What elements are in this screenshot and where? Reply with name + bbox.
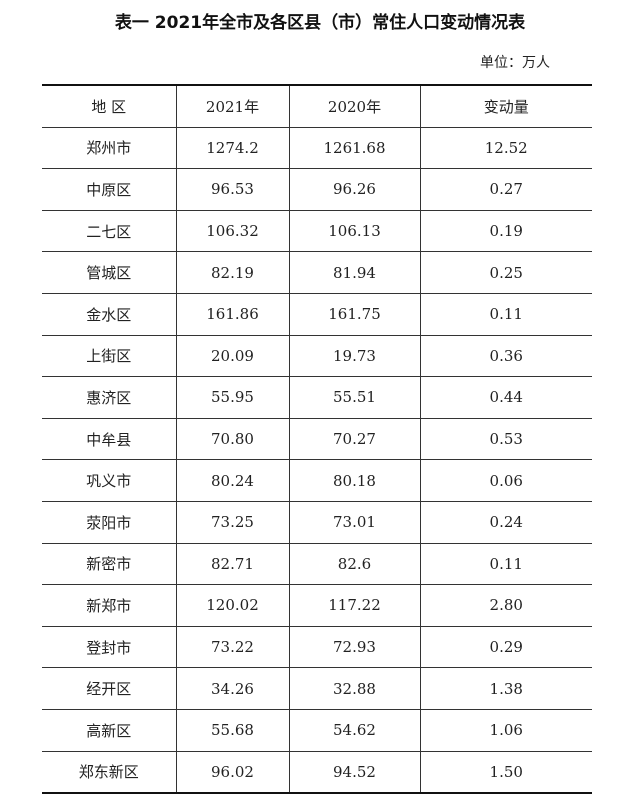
change-cell: 2.80 (419, 584, 592, 627)
table-row: 中牟县 70.80 70.27 0.53 (42, 418, 592, 461)
value-2021-cell: 34.26 (175, 667, 289, 710)
value-2020-cell: 94.52 (288, 751, 420, 794)
table-row: 金水区 161.86 161.75 0.11 (42, 293, 592, 336)
value-2021-cell: 82.71 (175, 543, 289, 586)
change-cell: 0.25 (419, 251, 592, 294)
change-cell: 1.06 (419, 709, 592, 752)
table-row: 郑东新区 96.02 94.52 1.50 (42, 751, 592, 794)
change-cell: 0.29 (419, 626, 592, 669)
value-2021-cell: 70.80 (175, 418, 289, 461)
table-row: 管城区 82.19 81.94 0.25 (42, 251, 592, 294)
value-2021-cell: 106.32 (175, 210, 289, 253)
region-cell: 巩义市 (42, 459, 176, 502)
value-2020-cell: 19.73 (288, 335, 420, 378)
table-row: 惠济区 55.95 55.51 0.44 (42, 376, 592, 419)
value-2020-cell: 117.22 (288, 584, 420, 627)
table-row: 荥阳市 73.25 73.01 0.24 (42, 501, 592, 544)
change-cell: 0.11 (419, 543, 592, 586)
value-2020-cell: 73.01 (288, 501, 420, 544)
population-table: 地 区 2021年 2020年 变动量 郑州市 1274.2 1261.68 12.5… (42, 84, 592, 795)
page-title: 表一 2021年全市及各区县（市）常住人口变动情况表 (114, 13, 526, 33)
change-cell: 12.52 (419, 127, 592, 170)
value-2021-cell: 82.19 (175, 251, 289, 294)
table-row: 郑州市 1274.2 1261.68 12.52 (42, 127, 592, 170)
region-cell: 中原区 (42, 168, 176, 211)
value-2020-cell: 32.88 (288, 667, 420, 710)
value-2021-cell: 80.24 (175, 459, 289, 502)
column-header: 变动量 (419, 85, 592, 128)
value-2020-cell: 54.62 (288, 709, 420, 752)
value-2020-cell: 161.75 (288, 293, 420, 336)
value-2020-cell: 81.94 (288, 251, 420, 294)
value-2021-cell: 73.25 (175, 501, 289, 544)
column-header: 2020年 (288, 85, 420, 128)
region-cell: 管城区 (42, 251, 176, 294)
change-cell: 1.50 (419, 751, 592, 794)
table-row: 中原区 96.53 96.26 0.27 (42, 168, 592, 211)
change-cell: 0.36 (419, 335, 592, 378)
value-2020-cell: 72.93 (288, 626, 420, 669)
region-cell: 惠济区 (42, 376, 176, 419)
value-2020-cell: 106.13 (288, 210, 420, 253)
value-2020-cell: 82.6 (288, 543, 420, 586)
table-row: 二七区 106.32 106.13 0.19 (42, 210, 592, 253)
region-cell: 郑州市 (42, 127, 176, 170)
value-2020-cell: 96.26 (288, 168, 420, 211)
region-cell: 荥阳市 (42, 501, 176, 544)
value-2021-cell: 161.86 (175, 293, 289, 336)
value-2021-cell: 96.53 (175, 168, 289, 211)
region-cell: 新密市 (42, 543, 176, 586)
change-cell: 0.06 (419, 459, 592, 502)
change-cell: 0.53 (419, 418, 592, 461)
table-row: 高新区 55.68 54.62 1.06 (42, 709, 592, 752)
value-2020-cell: 70.27 (288, 418, 420, 461)
value-2021-cell: 73.22 (175, 626, 289, 669)
value-2021-cell: 20.09 (175, 335, 289, 378)
change-cell: 0.19 (419, 210, 592, 253)
change-cell: 1.38 (419, 667, 592, 710)
value-2021-cell: 55.68 (175, 709, 289, 752)
region-cell: 上街区 (42, 335, 176, 378)
value-2020-cell: 55.51 (288, 376, 420, 419)
change-cell: 0.24 (419, 501, 592, 544)
value-2020-cell: 80.18 (288, 459, 420, 502)
unit-label: 单位：万人 (480, 55, 550, 71)
value-2020-cell: 1261.68 (288, 127, 420, 170)
table-row: 巩义市 80.24 80.18 0.06 (42, 459, 592, 502)
region-cell: 经开区 (42, 667, 176, 710)
column-header: 2021年 (175, 85, 289, 128)
table-row: 新密市 82.71 82.6 0.11 (42, 543, 592, 586)
region-cell: 郑东新区 (78, 763, 139, 782)
table-header-row: 地 区 2021年 2020年 变动量 (42, 85, 592, 128)
value-2021-cell: 96.02 (175, 751, 289, 794)
change-cell: 0.11 (419, 293, 592, 336)
region-cell: 中牟县 (42, 418, 176, 461)
region-cell: 二七区 (42, 210, 176, 253)
table-row: 新郑市 120.02 117.22 2.80 (42, 584, 592, 627)
change-cell: 0.27 (419, 168, 592, 211)
region-cell: 登封市 (42, 626, 176, 669)
region-cell: 高新区 (42, 709, 176, 752)
table-row: 上街区 20.09 19.73 0.36 (42, 335, 592, 378)
value-2021-cell: 1274.2 (175, 127, 289, 170)
table-row: 登封市 73.22 72.93 0.29 (42, 626, 592, 669)
region-cell: 金水区 (42, 293, 176, 336)
value-2021-cell: 120.02 (175, 584, 289, 627)
table-row: 经开区 34.26 32.88 1.38 (42, 667, 592, 710)
column-header: 地 区 (42, 85, 176, 128)
change-cell: 0.44 (419, 376, 592, 419)
value-2021-cell: 55.95 (175, 376, 289, 419)
region-cell: 新郑市 (42, 584, 176, 627)
